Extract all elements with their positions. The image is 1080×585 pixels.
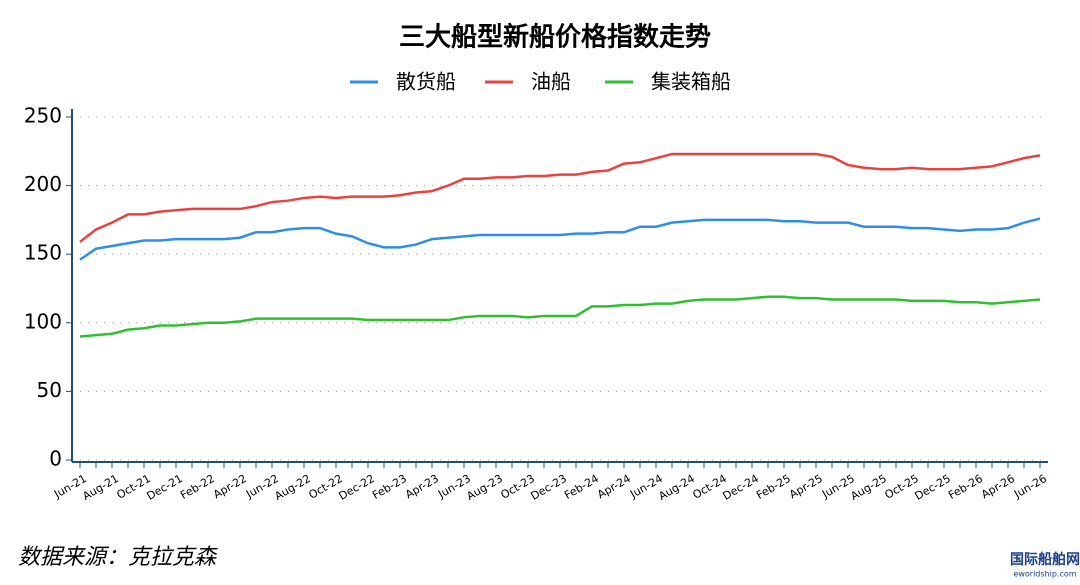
y-tick-label: 100 <box>24 309 62 333</box>
series-line <box>79 152 1041 243</box>
watermark: 国际船舶网 <box>1010 551 1080 568</box>
x-tick-label: Dec-23 <box>528 472 569 503</box>
x-tick-label: Feb-24 <box>562 472 601 502</box>
watermark-url: eworldship.com <box>1013 570 1076 579</box>
y-tick-label: 150 <box>24 241 62 265</box>
x-tick-label: Feb-25 <box>754 472 793 502</box>
x-tick-label: Apr-24 <box>595 472 633 501</box>
legend-label: 集装箱船 <box>651 70 731 94</box>
x-tick-label: Dec-22 <box>336 472 377 503</box>
x-tick-label: Jun-26 <box>1011 472 1049 501</box>
x-tick-label: Dec-21 <box>144 472 185 503</box>
y-tick-label: 0 <box>49 447 62 471</box>
x-tick-label: Dec-25 <box>912 472 953 503</box>
x-tick-label: Apr-26 <box>979 472 1017 501</box>
series-line <box>79 217 1041 261</box>
x-tick-label: Apr-22 <box>211 472 249 501</box>
x-tick-label: Feb-22 <box>178 472 217 502</box>
x-tick-label: Feb-23 <box>370 472 409 502</box>
y-tick-label: 50 <box>37 378 62 402</box>
x-tick-label: Aug-25 <box>848 472 889 503</box>
legend-label: 散货船 <box>396 70 456 94</box>
x-tick-label: Feb-26 <box>946 472 985 502</box>
series-line <box>79 295 1041 338</box>
source: 数据来源：克拉克森 <box>18 545 218 570</box>
x-tick-label: Aug-22 <box>272 472 313 503</box>
x-tick-label: Aug-24 <box>656 472 697 503</box>
x-tick-label: Dec-24 <box>720 472 761 503</box>
x-tick-label: Apr-25 <box>787 472 825 501</box>
x-tick-label: Aug-23 <box>464 472 505 503</box>
x-tick-label: Aug-21 <box>80 472 121 503</box>
legend-label: 油船 <box>531 70 571 94</box>
y-tick-label: 200 <box>24 172 62 196</box>
chart-title: 三大船型新船价格指数走势 <box>399 22 711 53</box>
x-tick-label: Apr-23 <box>403 472 441 501</box>
y-tick-label: 250 <box>24 104 62 128</box>
